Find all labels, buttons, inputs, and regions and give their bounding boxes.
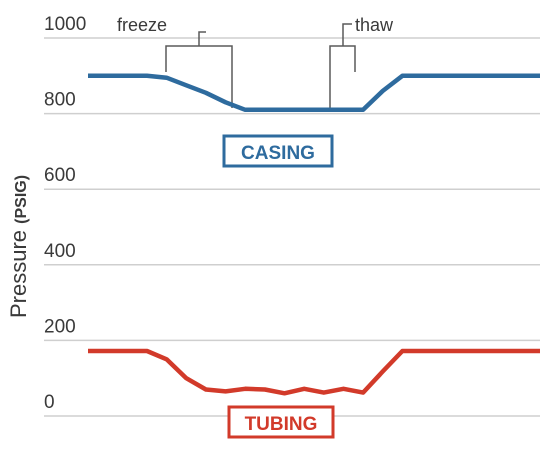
freeze-label: freeze (117, 15, 167, 35)
y-axis-label-unit-close: ) (13, 175, 30, 180)
tubing-label: TUBING (245, 414, 318, 435)
tubing-series-line (88, 348, 540, 396)
y-axis-label-unit-open: ( (13, 218, 30, 224)
y-tick-label-400: 400 (44, 241, 76, 262)
thaw-bracket (329, 45, 356, 108)
tubing-label-border (227, 405, 335, 439)
y-tick-labels: 0 200 400 600 800 1000 (44, 14, 86, 413)
casing-legend-box: CASING (222, 134, 334, 168)
thaw-annotation: thaw (329, 15, 394, 108)
tubing-legend-box: TUBING (227, 405, 335, 439)
y-tick-label-800: 800 (44, 90, 76, 111)
thaw-leader (342, 23, 352, 46)
casing-series-line (88, 73, 540, 113)
casing-label-border (222, 134, 334, 168)
casing-label: CASING (241, 143, 315, 164)
y-tick-label-0: 0 (44, 392, 55, 413)
y-tick-label-600: 600 (44, 165, 76, 186)
grid-lines (44, 37, 540, 417)
y-tick-label-1000: 1000 (44, 14, 86, 35)
y-tick-label-200: 200 (44, 316, 76, 337)
y-axis-label-unit: PSIG (13, 180, 30, 218)
y-axis-label: Pressure (PSIG) (6, 175, 31, 318)
freeze-leader (198, 31, 206, 46)
freeze-annotation: freeze (117, 15, 233, 108)
y-axis-label-text: Pressure (6, 230, 31, 318)
thaw-label: thaw (355, 15, 394, 35)
